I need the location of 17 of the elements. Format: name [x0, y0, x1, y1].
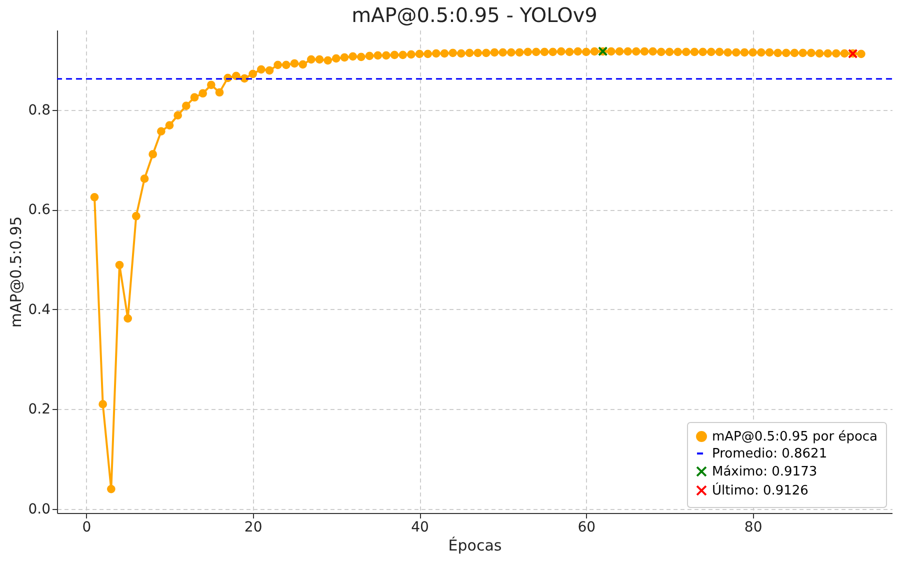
legend-label: Último: 0.9126 — [712, 482, 808, 498]
x-axis-title: Épocas — [448, 536, 502, 554]
y-tick-label: 0.8 — [28, 102, 50, 118]
y-axis-title: mAP@0.5:0.95 — [7, 216, 26, 328]
legend-label: mAP@0.5:0.95 por época — [712, 430, 878, 444]
x-tick-label: 80 — [744, 520, 762, 536]
y-tick-label: 0.6 — [28, 202, 51, 218]
legend-label: Promedio: 0.8621 — [712, 446, 828, 462]
y-tick-label: 0.4 — [28, 302, 51, 318]
chart-title: mAP@0.5:0.95 - YOLOv9 — [352, 3, 598, 27]
x-tick-label: 0 — [82, 520, 92, 536]
legend-label: Máximo: 0.9173 — [712, 464, 818, 480]
y-tick-label: 0.0 — [28, 502, 50, 518]
y-tick-label: 0.2 — [28, 402, 50, 418]
x-tick-label: 60 — [578, 520, 596, 536]
x-tick-label: 20 — [244, 520, 262, 536]
x-tick-label: 40 — [411, 520, 429, 536]
